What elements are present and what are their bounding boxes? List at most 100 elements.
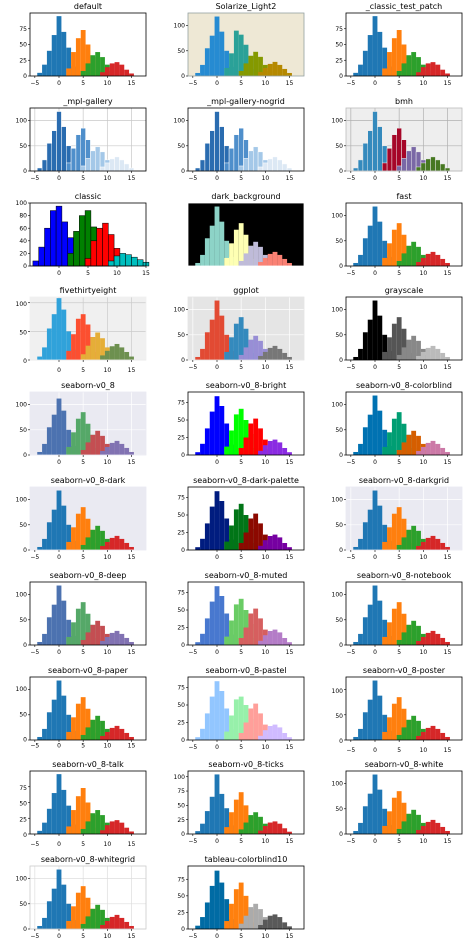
x-tick-label: 5 <box>239 175 243 182</box>
axes-frame <box>187 486 305 551</box>
y-tick-label: 75 <box>177 789 185 796</box>
histogram-bar <box>200 917 205 930</box>
histogram-bar <box>258 428 263 456</box>
y-tick-label: 50 <box>19 330 27 337</box>
histogram-bar <box>416 530 421 550</box>
histogram-bar <box>51 888 57 930</box>
histogram-bar <box>229 715 234 740</box>
histogram-bar <box>119 728 125 740</box>
histogram-bar <box>435 254 441 266</box>
histogram-bar <box>199 159 206 172</box>
histogram-bar <box>396 70 402 76</box>
x-tick-label: −5 <box>30 649 39 656</box>
histogram-bar <box>277 254 283 266</box>
histogram-bar <box>272 346 278 361</box>
y-tick-label: 0 <box>181 737 185 744</box>
histogram-bar <box>95 904 101 930</box>
histogram-bar <box>104 162 110 172</box>
histogram-bar <box>71 334 76 361</box>
y-tick-label: 0 <box>181 452 185 459</box>
histogram-bar <box>100 815 105 835</box>
x-tick-label: 5 <box>397 364 401 371</box>
histogram-bar <box>109 537 115 550</box>
histogram-bar <box>377 695 383 740</box>
histogram-bar <box>267 63 273 76</box>
histogram-bar <box>243 532 249 550</box>
x-tick-label: 0 <box>57 175 61 182</box>
x-tick-label: 5 <box>81 841 85 848</box>
histogram-bar <box>85 442 91 456</box>
histogram-bar <box>391 38 397 76</box>
histogram-bar <box>100 436 105 456</box>
histogram-bar <box>282 828 288 835</box>
histogram-bar <box>430 725 436 740</box>
chart-svg: 0 5 10 15 0 50 100 fivethirtyeight <box>16 286 147 374</box>
histogram-bar <box>382 636 388 645</box>
histogram-bar <box>287 641 292 645</box>
chart-panel: −5 0 5 10 15 0 25 50 75 seaborn-v0_8-talk <box>0 758 158 853</box>
histogram-bar <box>219 31 225 76</box>
histogram-bar <box>401 726 407 740</box>
histogram-bar <box>224 518 230 550</box>
y-tick-label: 0 <box>339 738 343 745</box>
histogram-bar <box>440 258 446 266</box>
histogram-bar <box>258 830 263 835</box>
y-tick-label: 0 <box>181 642 185 649</box>
x-tick-label: 15 <box>142 270 150 277</box>
histogram-bar <box>425 822 431 835</box>
histogram-bar <box>440 163 446 172</box>
histogram-bar <box>415 166 422 172</box>
histogram-bar <box>95 332 101 361</box>
histogram-bar <box>430 630 436 645</box>
histogram-bar <box>71 52 76 76</box>
y-tick-label: 50 <box>19 427 27 434</box>
histogram-bar <box>233 698 239 740</box>
histogram-bar <box>287 452 292 456</box>
histogram-bar <box>258 618 263 645</box>
histogram-bar <box>253 513 259 550</box>
histogram-bar <box>262 729 268 740</box>
histogram-bar <box>243 915 249 930</box>
histogram-bar <box>406 529 412 550</box>
histogram-bar <box>248 340 254 361</box>
histogram-bar <box>90 240 97 266</box>
histogram-bar <box>243 347 249 361</box>
histogram-bar <box>119 918 125 930</box>
histogram-bar <box>85 423 91 456</box>
histogram-bar <box>229 525 234 550</box>
histogram-bar <box>401 44 407 76</box>
histogram-bar <box>109 917 115 930</box>
histogram-bar <box>282 68 288 76</box>
chart-panel: −5 0 5 10 15 0 50 100 seaborn-v0_8-paper <box>0 664 158 759</box>
histogram-bar <box>56 774 62 835</box>
x-tick-label: 15 <box>128 80 136 87</box>
y-tick-label: 100 <box>332 402 344 409</box>
chart-panel: −5 0 5 10 15 0 50 100 seaborn-v0_8-white <box>316 758 474 853</box>
histogram-bar <box>367 320 373 361</box>
chart-panel: 0 5 10 15 0 50 100 seaborn-v0_8 <box>0 379 158 474</box>
y-tick-label: 75 <box>177 495 185 502</box>
histogram-bar <box>382 809 388 835</box>
x-tick-label: 15 <box>444 459 452 466</box>
histogram-bar <box>267 630 273 645</box>
histogram-bar <box>61 884 67 930</box>
x-tick-label: 10 <box>104 367 112 374</box>
histogram-bar <box>411 336 417 361</box>
histogram-bar <box>195 831 201 835</box>
x-tick-label: 0 <box>57 742 61 749</box>
histogram-bar <box>287 357 292 361</box>
histogram-bar <box>238 448 244 456</box>
histogram-bar <box>253 418 259 456</box>
x-tick-label: 10 <box>262 175 270 182</box>
histogram-bar <box>51 793 57 835</box>
x-tick-label: −5 <box>30 554 39 561</box>
histogram-bar <box>224 827 230 835</box>
y-tick-label: 75 <box>335 26 343 33</box>
histogram-bar <box>445 641 450 645</box>
x-tick-label: 10 <box>420 838 428 845</box>
x-tick-label: 15 <box>286 364 294 371</box>
y-tick-label: 75 <box>19 785 27 792</box>
histogram-bar <box>66 806 72 835</box>
histogram-bar <box>224 808 230 835</box>
